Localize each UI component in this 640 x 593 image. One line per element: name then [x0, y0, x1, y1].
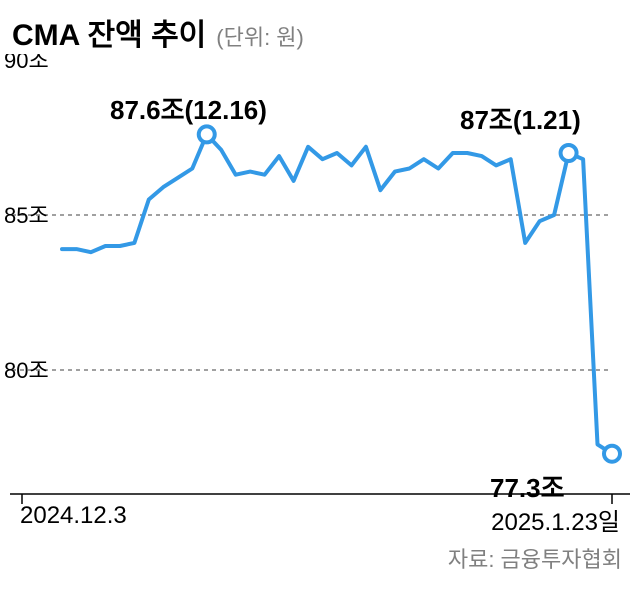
svg-text:90조: 90조: [4, 54, 49, 73]
chart-plot: 90조 85조 80조 87.6조(12.16) 87조(1.21) 77.3조: [0, 54, 640, 514]
x-axis-start: 2024.12.3: [20, 502, 127, 537]
chart-annotation: 77.3조: [490, 468, 565, 505]
svg-text:85조: 85조: [4, 203, 49, 228]
x-axis-end: 2025.1.23일: [491, 502, 620, 537]
chart-source: 자료: 금융투자협회: [448, 542, 622, 574]
title-row: CMA 잔액 추이 (단위: 원): [12, 10, 304, 54]
x-axis-labels: 2024.12.3 2025.1.23일: [0, 502, 640, 537]
svg-text:80조: 80조: [4, 358, 49, 383]
chart-unit: (단위: 원): [216, 20, 304, 52]
chart-title: CMA 잔액 추이: [12, 10, 206, 54]
chart-annotation: 87조(1.21): [460, 100, 581, 137]
chart-annotation: 87.6조(12.16): [110, 90, 267, 127]
